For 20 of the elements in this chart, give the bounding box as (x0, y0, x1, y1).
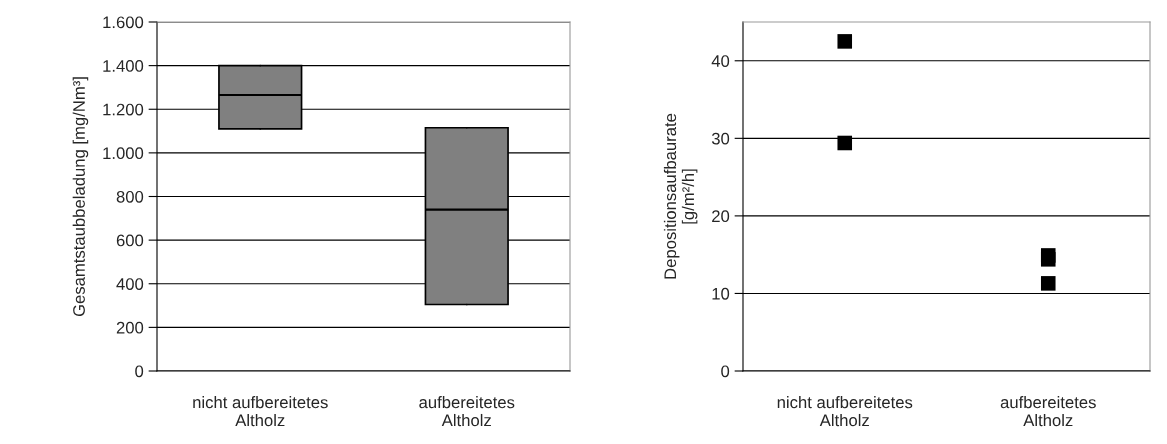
y-tick-label: 10 (712, 287, 730, 300)
y-tick-label: 20 (712, 210, 730, 223)
y-tick-label: 40 (711, 55, 730, 67)
y-tick-label: 200 (116, 321, 144, 334)
y-tick-label: 1.200 (103, 103, 144, 116)
y-tick-label: 1.600 (103, 16, 144, 29)
x-tick-label: aufbereitetes Altholz (1000, 396, 1096, 427)
y-tick-label: 800 (116, 190, 144, 203)
x-tick-label: nicht aufbereitetes Altholz (777, 396, 913, 427)
y-tick-label: 0 (135, 365, 144, 378)
y-axis-title: Gesamtstaubbeladung [mg/Nm³] (72, 77, 89, 317)
y-axis-title: Depositionsaufbaurate [g/m²/h] (663, 113, 698, 279)
y-tick-label: 1.000 (103, 147, 144, 160)
y-tick-label: 400 (116, 278, 144, 290)
x-tick-label: aufbereitetes Altholz (419, 396, 515, 427)
y-tick-label: 1.400 (103, 60, 144, 72)
y-tick-label: 30 (711, 132, 730, 145)
x-tick-label: nicht aufbereitetes Altholz (193, 396, 328, 427)
y-tick-label: 0 (721, 365, 730, 378)
y-tick-label: 600 (116, 234, 144, 247)
